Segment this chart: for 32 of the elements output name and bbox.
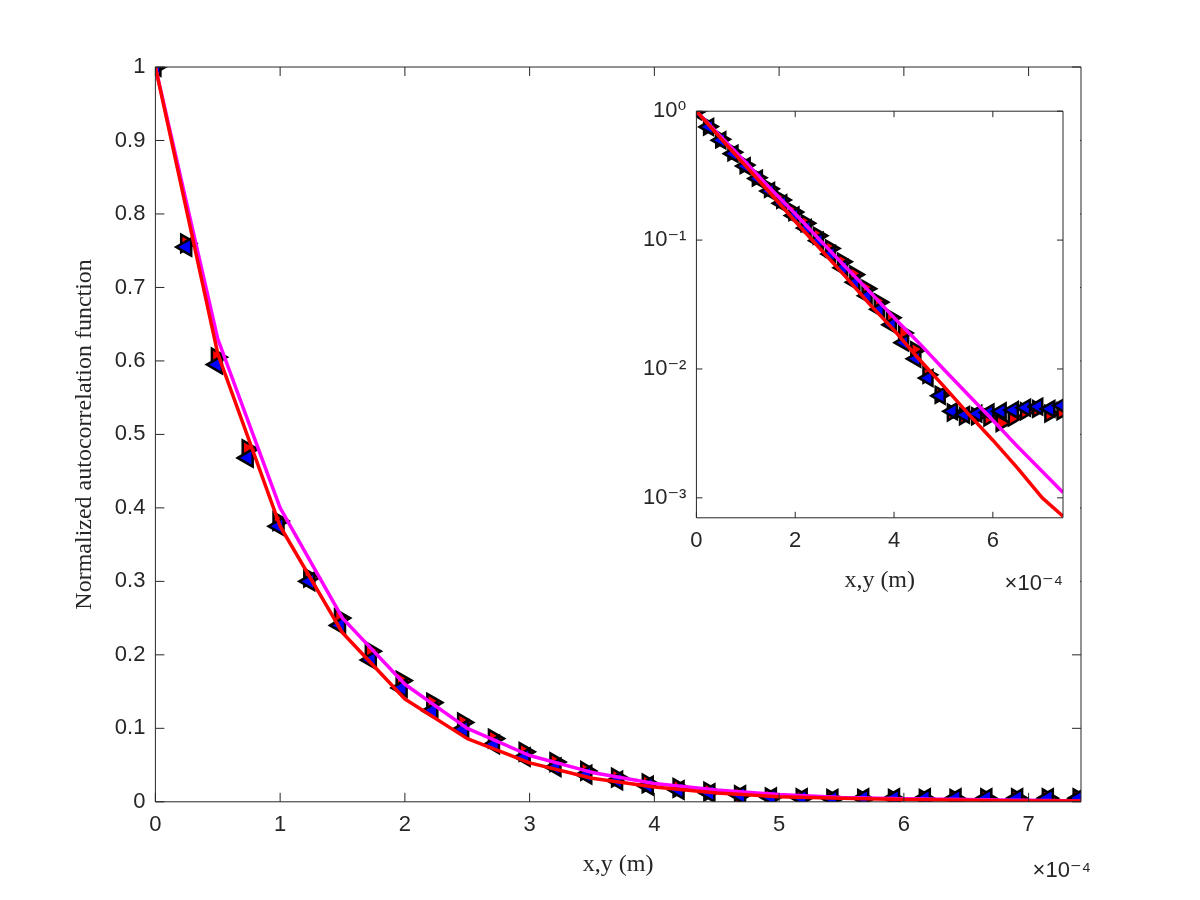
x-tick-label: 1 <box>274 811 287 837</box>
y-tick-label: 10⁻² <box>642 355 687 381</box>
x-tick-label: 2 <box>398 811 411 837</box>
y-tick-label: 10⁻³ <box>642 483 687 509</box>
x-tick-label: 0 <box>690 527 703 553</box>
y-tick-label: 0.5 <box>114 420 146 446</box>
x-axis-title: x,y (m) <box>582 849 654 876</box>
y-tick-label: 0.4 <box>114 493 146 519</box>
x-tick-label: 5 <box>772 811 786 837</box>
annotation: ×10⁻⁴ <box>1004 569 1063 595</box>
y-tick-label: 0.2 <box>114 640 146 666</box>
y-tick-label: 1 <box>133 53 146 79</box>
y-axis-title: Normalized autocorrelation function <box>69 259 96 610</box>
x-tick-label: 3 <box>523 811 536 837</box>
y-tick-label: 10⁻¹ <box>642 226 687 252</box>
y-tick-label: 0.9 <box>114 126 146 152</box>
y-tick-label: 0.1 <box>114 714 146 740</box>
x-tick-label: 6 <box>897 811 910 837</box>
x-tick-label: 4 <box>887 527 901 553</box>
y-tick-label: 0.8 <box>114 200 146 226</box>
text: ×10⁻⁴ <box>1032 856 1091 882</box>
y-tick-label: 0.3 <box>114 567 146 593</box>
y-tick-label: 0.6 <box>114 346 146 372</box>
x-tick-label: 4 <box>648 811 661 837</box>
y-tick-label: 10⁰ <box>653 97 687 123</box>
x-tick-label: 6 <box>986 527 999 553</box>
y-tick-label: 0.7 <box>114 273 146 299</box>
x-axis-title: x,y (m) <box>844 565 916 592</box>
x-tick-label: 7 <box>1022 811 1035 837</box>
x-tick-label: 0 <box>149 811 162 837</box>
x-tick-label: 2 <box>789 527 802 553</box>
y-tick-label: 0 <box>133 787 146 813</box>
